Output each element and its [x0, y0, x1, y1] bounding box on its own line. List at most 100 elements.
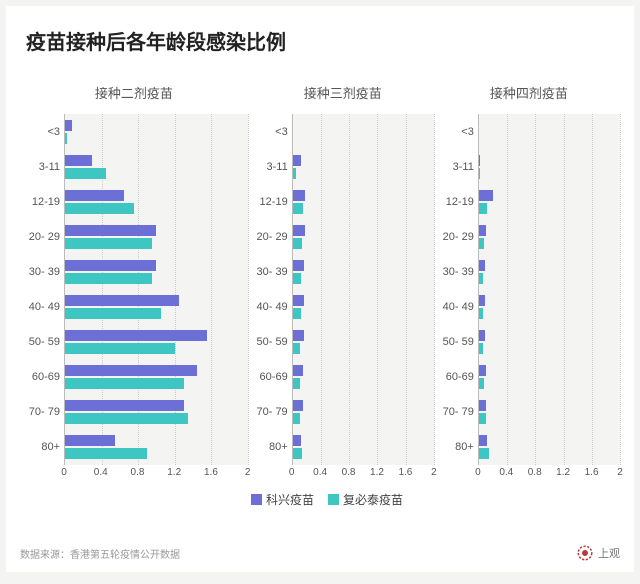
plot-area [292, 114, 434, 465]
bar [293, 308, 301, 319]
panel-2: 接种四剂疫苗<33-1112-1920- 2930- 3940- 4950- 5… [438, 83, 620, 483]
bar-group [65, 360, 248, 394]
y-label: 3-11 [20, 150, 60, 184]
bar [479, 330, 485, 341]
bar [65, 260, 156, 271]
bar [293, 448, 302, 459]
y-label: 80+ [20, 430, 60, 464]
x-labels: 00.40.81.21.62 [478, 467, 620, 483]
bar [65, 343, 175, 354]
plot-area [478, 114, 620, 465]
bars [65, 114, 248, 465]
bar [293, 225, 305, 236]
legend: 科兴疫苗复必泰疫苗 [20, 491, 620, 508]
x-label: 0.8 [131, 467, 145, 478]
bars [479, 114, 620, 465]
y-label: 30- 39 [20, 255, 60, 289]
bar-group [479, 325, 620, 359]
y-label: 30- 39 [252, 255, 288, 289]
y-label: 50- 59 [438, 325, 474, 359]
panel-title: 接种四剂疫苗 [438, 83, 620, 102]
bar [479, 190, 493, 201]
x-label: 0.4 [313, 467, 327, 478]
bar-group [65, 150, 248, 184]
x-label: 2 [245, 467, 251, 478]
x-label: 1.2 [167, 467, 181, 478]
bar [293, 273, 301, 284]
bar-group [479, 220, 620, 254]
bar [293, 190, 306, 201]
y-label: 20- 29 [20, 220, 60, 254]
y-label: 80+ [438, 430, 474, 464]
x-label: 0 [61, 467, 67, 478]
bar-group [65, 325, 248, 359]
bar-group [293, 325, 434, 359]
bar [293, 330, 304, 341]
bar [65, 365, 197, 376]
bar [65, 168, 106, 179]
bar-group [293, 220, 434, 254]
x-label: 1.2 [556, 467, 570, 478]
bar-group [65, 290, 248, 324]
bar-group [65, 220, 248, 254]
bar [293, 238, 302, 249]
bar [65, 435, 115, 446]
bar [479, 168, 480, 179]
y-label: 40- 49 [252, 290, 288, 324]
y-label: 20- 29 [438, 220, 474, 254]
bar [293, 343, 301, 354]
x-label: 1.2 [370, 467, 384, 478]
bar [293, 400, 303, 411]
legend-swatch [328, 494, 339, 505]
y-label: 12-19 [252, 185, 288, 219]
bar [293, 203, 304, 214]
y-labels: <33-1112-1920- 2930- 3940- 4950- 5960-69… [252, 114, 292, 465]
bar-group [293, 360, 434, 394]
bar-group [65, 430, 248, 464]
x-label: 1.6 [585, 467, 599, 478]
bar-group [293, 430, 434, 464]
y-label: 70- 79 [20, 395, 60, 429]
panel-0: 接种二剂疫苗 <33-1112-1920- 2930- 3940- 4950- 5… [20, 83, 248, 483]
bar [479, 400, 486, 411]
bar-group [479, 395, 620, 429]
bar [65, 273, 152, 284]
y-labels: <33-1112-1920- 2930- 3940- 4950- 5960-69… [20, 114, 64, 465]
bar-group [479, 430, 620, 464]
y-label: 80+ [252, 430, 288, 464]
bar-group [479, 290, 620, 324]
logo-icon [576, 544, 594, 562]
y-label: <3 [20, 115, 60, 149]
logo-text: 上观 [598, 545, 620, 561]
bar-group [65, 185, 248, 219]
bar-group [293, 290, 434, 324]
bars [293, 114, 434, 465]
bar [65, 330, 207, 341]
bar [65, 308, 161, 319]
panel-title: 接种二剂疫苗 [20, 83, 248, 102]
bar-group [65, 255, 248, 289]
plot: <33-1112-1920- 2930- 3940- 4950- 5960-69… [252, 114, 434, 465]
y-label: 40- 49 [20, 290, 60, 324]
y-label: 70- 79 [438, 395, 474, 429]
bar [65, 190, 124, 201]
y-label: 40- 49 [438, 290, 474, 324]
bar [293, 260, 304, 271]
panel-1: 接种三剂疫苗 <33-1112-1920- 2930- 3940- 4950- 5… [252, 83, 434, 483]
bar [479, 448, 489, 459]
bar [293, 365, 304, 376]
bar [479, 225, 486, 236]
plot: <33-1112-1920- 2930- 3940- 4950- 5960-69… [20, 114, 248, 465]
footer: 数据来源：香港第五轮疫情公开数据 上观 [20, 544, 620, 562]
legend-swatch [251, 494, 262, 505]
panel-title: 接种三剂疫苗 [252, 83, 434, 102]
bar [479, 295, 485, 306]
bar-group [293, 395, 434, 429]
x-label: 0.4 [94, 467, 108, 478]
bar [293, 435, 301, 446]
bar-group [479, 360, 620, 394]
bar-group [479, 150, 620, 184]
bar [65, 133, 67, 144]
x-label: 0 [289, 467, 295, 478]
bar [479, 365, 486, 376]
